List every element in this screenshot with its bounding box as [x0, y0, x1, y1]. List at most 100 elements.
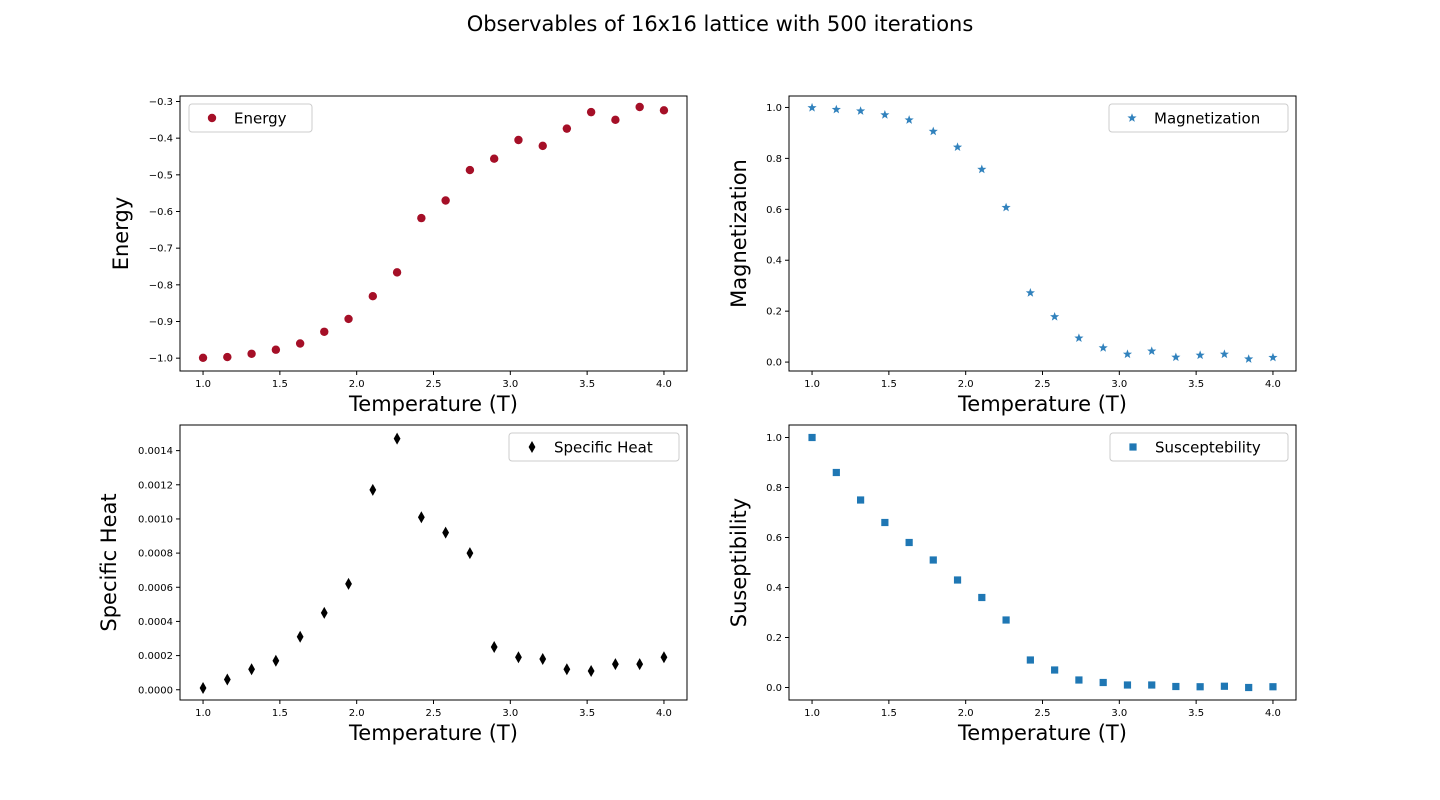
susceptibility-data-point [929, 556, 937, 564]
energy-x-tick-label: 4.0 [656, 379, 672, 390]
susceptibility-data-point [832, 468, 840, 477]
magnetization-data-point [1001, 202, 1011, 212]
energy-y-tick-label: −0.3 [149, 97, 173, 108]
magnetization-x-tick-label: 2.0 [958, 379, 974, 390]
energy-legend-label: Energy [234, 110, 287, 128]
specific-heat-legend [508, 432, 680, 462]
magnetization-y-tick-label: 0.4 [766, 256, 782, 267]
energy-y-tick-label: −0.6 [149, 207, 173, 218]
susceptibility-data-point [881, 518, 889, 527]
energy-y-tick-label: −0.8 [149, 280, 173, 291]
specific-heat-data-point [248, 663, 255, 676]
energy-data-point [247, 349, 256, 358]
energy-data-point [562, 124, 572, 133]
energy-data-point [368, 292, 378, 301]
susceptibility-data-point [808, 433, 816, 442]
specific-heat-axes-frame [179, 424, 688, 701]
energy-data-point [611, 115, 620, 125]
energy-x-tick-label: 2.0 [349, 379, 365, 390]
specific-heat-x-tick-label: 4.0 [656, 708, 672, 719]
specific-heat-data-point [563, 663, 571, 676]
energy-x-tick-label: 3.0 [502, 379, 518, 390]
magnetization-axes-frame [788, 95, 1297, 372]
magnetization-data-point [904, 115, 914, 124]
susceptibility-data-point [1051, 666, 1059, 674]
susceptibility-data-point [1148, 681, 1156, 689]
energy-legend-marker [207, 113, 217, 123]
susceptibility-data-point [1026, 656, 1034, 664]
susceptibility-data-point [856, 496, 865, 504]
magnetization-data-point [1171, 352, 1181, 362]
energy-data-point [223, 352, 232, 362]
magnetization-legend-marker [1127, 113, 1137, 122]
magnetization-y-tick-label: 0.8 [766, 154, 782, 165]
magnetization-data-point [1122, 349, 1133, 359]
magnetization-y-tick-label: 1.0 [766, 103, 782, 114]
specific-heat-legend-marker [528, 441, 536, 453]
magnetization-data-point [928, 126, 938, 136]
magnetization-data-point [1219, 349, 1229, 359]
susceptibility-data-point [1245, 683, 1253, 692]
magnetization-data-point [1195, 350, 1205, 360]
energy-data-point [441, 196, 450, 205]
magnetization-data-point [880, 110, 890, 119]
magnetization-x-tick-label: 1.0 [804, 379, 820, 390]
energy-data-point [659, 106, 669, 115]
susceptibility-data-point [1099, 678, 1107, 687]
magnetization-data-point [1098, 343, 1108, 352]
specific-heat-data-point [490, 641, 498, 654]
energy-data-point [586, 107, 596, 117]
energy-data-point [392, 268, 402, 277]
susceptibility-data-point [1269, 683, 1277, 691]
energy-data-point [320, 327, 329, 336]
susceptibility-legend-marker [1129, 443, 1137, 451]
specific-heat-y-tick-label: 0.0002 [138, 651, 173, 662]
magnetization-data-point [1074, 333, 1084, 343]
susceptibility-data-point [1220, 682, 1229, 690]
specific-heat-data-point [199, 682, 207, 695]
specific-heat-data-point [393, 432, 401, 445]
susceptibility-data-point [1172, 682, 1180, 691]
magnetization-x-tick-label: 4.0 [1265, 379, 1281, 390]
energy-data-point [271, 345, 281, 354]
specific-heat-data-point [587, 664, 595, 677]
specific-heat-x-tick-label: 1.0 [195, 708, 211, 719]
magnetization-x-tick-label: 1.5 [881, 379, 897, 390]
magnetization-y-axis-label: Magnetization [727, 159, 751, 308]
specific-heat-data-point [320, 606, 328, 619]
specific-heat-data-point [369, 483, 377, 496]
energy-x-axis-label: Temperature (T) [348, 392, 518, 416]
magnetization-data-point [856, 106, 866, 115]
susceptibility-x-tick-label: 2.5 [1035, 708, 1051, 719]
specific-heat-data-point [223, 673, 231, 686]
energy-data-point [635, 102, 644, 112]
energy-data-point [489, 154, 499, 163]
specific-heat-data-point [515, 651, 522, 664]
specific-heat-data-point [345, 577, 352, 590]
magnetization-data-point [831, 104, 841, 114]
energy-x-tick-label: 2.5 [426, 379, 442, 390]
susceptibility-y-tick-label: 1.0 [766, 433, 782, 444]
magnetization-subplot: 1.0 1.5 2.0 2.5 3.0 3.5 4.0 0.0 0.2 0.4 0.6 0.8 1.0 T… [727, 95, 1297, 416]
energy-data-point [465, 165, 475, 175]
magnetization-x-tick-label: 2.5 [1035, 379, 1051, 390]
susceptibility-subplot: 1.0 1.5 2.0 2.5 3.0 3.5 4.0 0.0 0.2 0.4 0.6 0.8 1.0 T… [727, 424, 1297, 745]
specific-heat-y-tick-label: 0.0010 [138, 514, 173, 525]
susceptibility-data-point [1075, 676, 1083, 684]
specific-heat-y-tick-label: 0.0008 [138, 549, 173, 560]
energy-subplot: 1.0 1.5 2.0 2.5 3.0 3.5 4.0 −1.0 −0.9 −0.8 −0.7 −0.… [109, 95, 688, 416]
susceptibility-data-point [905, 538, 913, 547]
specific-heat-data-point [442, 526, 450, 539]
susceptibility-data-point [1196, 683, 1204, 691]
energy-y-tick-label: −0.4 [149, 134, 173, 145]
magnetization-data-point [1268, 352, 1278, 362]
energy-y-tick-label: −0.9 [149, 317, 173, 328]
magnetization-y-tick-label: 0.6 [766, 205, 782, 216]
specific-heat-data-point [539, 653, 547, 666]
susceptibility-x-tick-label: 2.0 [958, 708, 974, 719]
specific-heat-x-tick-label: 2.0 [349, 708, 365, 719]
specific-heat-data-point [612, 658, 619, 671]
specific-heat-data-point [417, 511, 425, 524]
specific-heat-y-tick-label: 0.0012 [138, 480, 173, 491]
